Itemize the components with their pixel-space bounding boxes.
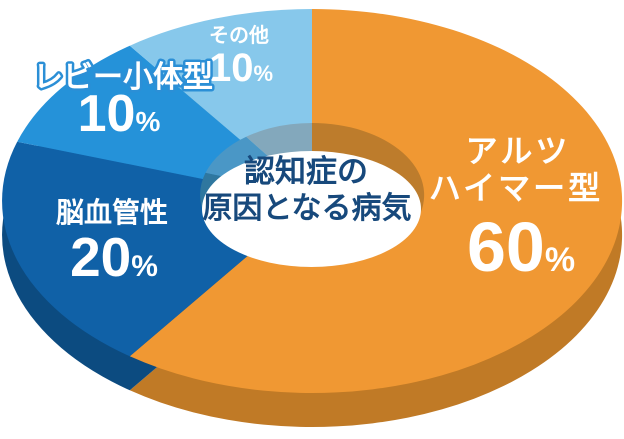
other-value-percent-sign: % xyxy=(253,61,273,86)
alzheimer-value-percent-sign: % xyxy=(545,241,575,279)
vascular-value-number: 20 xyxy=(70,226,131,288)
chart-title-line1: 認知症の xyxy=(244,154,368,189)
other-slice-label: その他 xyxy=(209,23,269,47)
lewy-value-number: 10 xyxy=(78,85,136,143)
other-value-number: 10 xyxy=(209,46,254,90)
alzheimer-slice-value: 60% xyxy=(467,208,575,286)
donut-hole-floor xyxy=(202,151,421,267)
alzheimer-slice-label-line2: ハイマー型 xyxy=(429,170,603,206)
other-slice-value: 10% xyxy=(209,46,273,90)
chart-title-line2: 原因となる病気 xyxy=(202,192,411,225)
lewy-value-percent-sign: % xyxy=(135,106,160,137)
lewy-slice-value: 10% xyxy=(78,85,161,143)
alzheimer-value-number: 60 xyxy=(467,208,545,286)
lewy-slice-label: レビー小体型 xyxy=(33,61,213,94)
vascular-slice-value: 20% xyxy=(70,226,158,288)
vascular-value-percent-sign: % xyxy=(131,250,158,283)
alzheimer-slice-label-line1: アルツ xyxy=(466,133,571,169)
vascular-slice-label: 脳血管性 xyxy=(56,196,168,228)
